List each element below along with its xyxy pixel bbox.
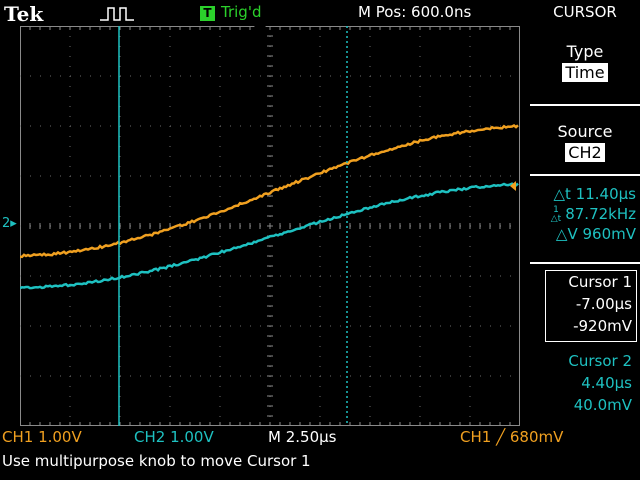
trigger-info: CH1 ╱ 680mV bbox=[460, 428, 563, 446]
menu-divider bbox=[530, 104, 640, 106]
type-value: Time bbox=[562, 63, 607, 82]
source-menu-item[interactable]: Source CH2 bbox=[530, 122, 640, 162]
cursor2-menu-item[interactable]: Cursor 2 4.40µs 40.0mV bbox=[530, 350, 640, 416]
menu-divider bbox=[530, 174, 640, 176]
cursor1-volts: -920mV bbox=[546, 315, 636, 337]
source-value: CH2 bbox=[565, 143, 604, 162]
one-over-delta-t-icon: 1 △t bbox=[551, 206, 561, 224]
delta-v: △V 960mV bbox=[530, 224, 640, 244]
menu-title: CURSOR bbox=[530, 3, 640, 21]
cursor2-time: 4.40µs bbox=[530, 372, 640, 394]
cursor1-label: Cursor 1 bbox=[546, 271, 636, 293]
cursor1-menu-item[interactable]: Cursor 1 -7.00µs -920mV bbox=[545, 270, 637, 342]
cursor2-volts: 40.0mV bbox=[530, 394, 640, 416]
source-label: Source bbox=[530, 122, 640, 141]
type-menu-item[interactable]: Type Time bbox=[530, 42, 640, 82]
menu-divider bbox=[530, 262, 640, 264]
brand-logo: Tek bbox=[4, 2, 43, 26]
ch1-end-marker-icon bbox=[510, 181, 516, 191]
marker-arrow-icon: ▸ bbox=[10, 216, 17, 231]
trigger-box-icon: T bbox=[200, 6, 215, 21]
type-label: Type bbox=[530, 42, 640, 61]
cursor1-time: -7.00µs bbox=[546, 293, 636, 315]
help-message: Use multipurpose knob to move Cursor 1 bbox=[2, 452, 311, 470]
trigger-arrow-icon bbox=[252, 24, 268, 40]
timebase: M 2.50µs bbox=[268, 428, 336, 446]
graticule bbox=[20, 26, 520, 426]
trigger-status: T Trig'd bbox=[200, 3, 261, 21]
inverse-delta-t-value: 87.72kHz bbox=[565, 205, 636, 223]
ch2-ground-marker: 2▸ bbox=[2, 216, 17, 231]
inverse-delta-t: 1 △t 87.72kHz bbox=[530, 204, 640, 224]
trigger-edge-icon bbox=[98, 4, 138, 22]
ch2-scale: CH2 1.00V bbox=[134, 428, 214, 446]
waveform-display bbox=[20, 26, 520, 426]
ch1-scale: CH1 1.00V bbox=[2, 428, 82, 446]
delta-t: △t 11.40µs bbox=[530, 184, 640, 204]
ch2-waveform bbox=[20, 184, 518, 289]
cursor2-label: Cursor 2 bbox=[530, 350, 640, 372]
trigger-status-label: Trig'd bbox=[221, 3, 261, 21]
cursor-readout: △t 11.40µs 1 △t 87.72kHz △V 960mV bbox=[530, 184, 640, 244]
m-pos-readout: M Pos: 600.0ns bbox=[358, 3, 471, 21]
